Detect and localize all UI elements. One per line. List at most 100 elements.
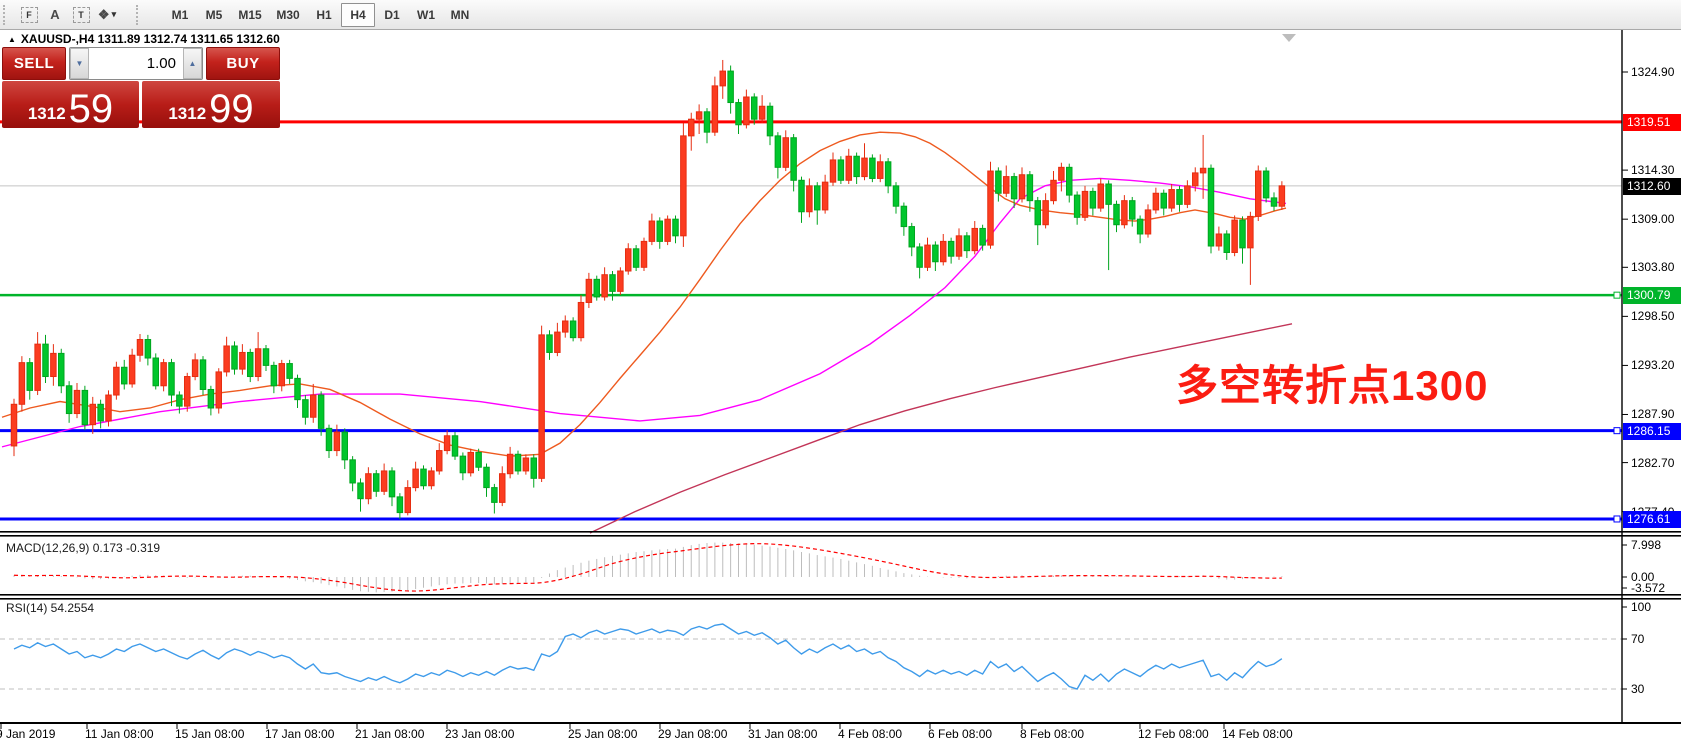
candle-body [310,394,317,418]
line-drag-handle [1613,515,1621,523]
shapes-icon[interactable]: ❖ ▾ [94,3,120,27]
price-axis-label: 1303.80 [1631,260,1675,275]
candle-body [380,470,388,492]
grid-f-glyph: F [20,6,38,23]
tf-button-mn[interactable]: MN [450,7,470,22]
candle-body [1050,179,1057,202]
candle-body [1042,200,1049,226]
tf-button-m15[interactable]: M15 [238,7,262,22]
sell-price-display[interactable]: 1312 59 [2,81,139,129]
candle-body [491,487,498,503]
sell-button[interactable]: SELL [2,47,66,80]
candle-body [806,185,813,213]
tf-button-d1[interactable]: D1 [384,7,400,22]
window-separator [0,594,1681,596]
rsi-axis-label: 30 [1631,682,1645,696]
candle-body [711,85,719,133]
toolbar-grip-icon[interactable] [3,4,11,25]
candle-body [869,157,876,179]
candle-body [412,468,419,489]
candle-body [1058,166,1065,181]
candle-body [199,359,207,390]
price-axis-label: 1298.50 [1631,309,1675,324]
candle-body [1278,185,1286,207]
price-axis-badge: 1300.79 [1623,287,1681,305]
candle-body [884,161,892,187]
candle-body [113,366,120,396]
time-axis[interactable]: 9 Jan 2019 11 Jan 08:00 15 Jan 08:00 17 Jan… [0,727,1681,743]
candle-body [947,240,955,257]
candle-body [73,389,81,415]
candle-body [262,348,270,366]
candle-body [703,111,711,133]
candle-body [1215,233,1223,247]
candle-body [1239,219,1246,249]
ma-magenta-line [1,177,1287,448]
candle-body [719,70,726,87]
tf-button-m5[interactable]: M5 [205,7,223,22]
time-axis-label: 31 Jan 08:00 [748,727,818,741]
candle-body [121,366,128,385]
candle-body [814,185,821,211]
toolbar-grip-icon[interactable] [136,4,144,25]
candle-body [617,270,624,292]
candle-body [294,377,301,401]
candle-body [877,161,884,179]
text-box-icon[interactable]: T [68,3,94,27]
time-axis-label: 23 Jan 08:00 [445,727,515,741]
candle-body [774,135,782,168]
price-axis-label: 1324.90 [1631,65,1675,79]
candle-body [1199,167,1207,174]
tf-button-h1[interactable]: H1 [316,7,332,22]
candle-body [1207,167,1215,247]
candle-body [648,220,656,242]
candle-body [1073,194,1081,218]
candle-body [829,159,837,183]
volume-up-button[interactable]: ▲ [183,48,202,79]
buy-price-small: 1312 [168,104,207,123]
time-axis-label: 15 Jan 08:00 [175,727,245,741]
price-axis-label: 1309.00 [1631,212,1675,227]
candle-body [254,348,262,378]
chart-title-text: XAUUSD-,H4 1311.89 1312.74 1311.65 1312.… [20,32,280,46]
buy-price-display[interactable]: 1312 99 [142,81,280,129]
candle-body [688,118,695,137]
candle-body [1176,189,1183,205]
shapes-glyph: ❖ [97,6,110,22]
volume-field[interactable]: 1.00 [89,48,183,79]
price-axis-label: 1287.90 [1631,407,1675,422]
tf-button-m30[interactable]: M30 [276,7,300,22]
text-a-icon[interactable]: A [42,3,68,27]
candle-body [751,96,758,120]
candle-body [81,389,89,426]
candle-body [34,343,41,391]
candle-body [790,137,797,181]
candle-body [1247,215,1254,249]
candle-body [42,343,49,378]
candle-body [168,362,175,396]
candle-body [459,455,467,474]
candle-body [317,394,325,429]
candle-body [554,331,561,353]
candle-body [1160,192,1167,209]
candle-body [10,403,18,447]
window-separator [0,598,1681,600]
buy-button[interactable]: BUY [206,47,280,80]
volume-down-button[interactable]: ▼ [70,48,89,79]
macd-signal-line [13,543,1282,592]
candle-body [160,362,167,387]
candle-body [656,220,663,242]
window-separator [0,535,1681,537]
candle-body [538,334,545,479]
tf-button-w1[interactable]: W1 [417,7,435,22]
tf-button-h4[interactable]: H4 [341,2,375,27]
tf-button-m1[interactable]: M1 [171,7,189,22]
ma-darkred-curve [589,323,1293,534]
symbol-marker-icon: ▲ [8,35,16,44]
price-axis[interactable]: 1324.90 1319.51 1314.30 1312.60 1309.00 1303.… [1622,0,1681,754]
dropdown-caret-icon[interactable]: ▾ [111,9,117,19]
grid-f-icon[interactable]: F [16,3,42,27]
time-axis-label: 25 Jan 08:00 [568,727,638,741]
candle-body [475,451,482,468]
